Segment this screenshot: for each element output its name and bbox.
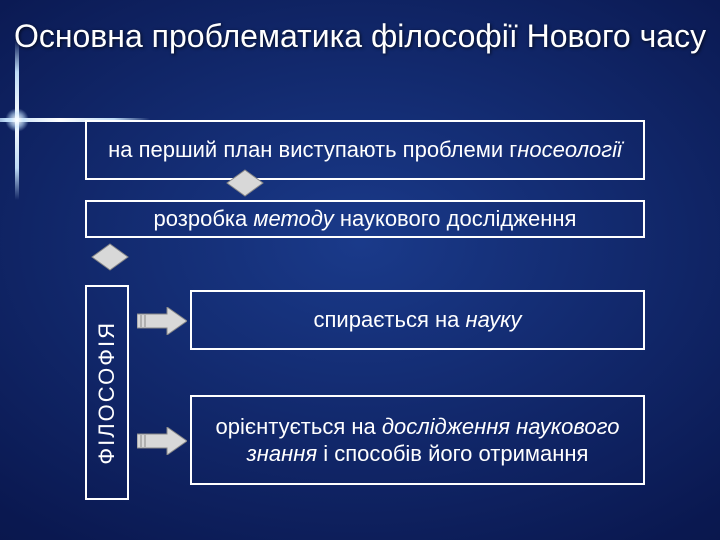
box-gnoseology-text: на перший план виступають проблеми гносе… xyxy=(108,136,622,164)
box-method-text: розробка методу наукового дослідження xyxy=(154,205,577,233)
box-method: розробка методу наукового дослідження xyxy=(85,200,645,238)
box-philosophy-text: ФІЛОСОФІЯ xyxy=(93,321,121,465)
box-gnoseology: на перший план виступають проблеми гносе… xyxy=(85,120,645,180)
arrow-connector-1 xyxy=(137,307,187,335)
diamond-connector-2 xyxy=(90,242,130,268)
box-research: орієнтується на дослідження наукового зн… xyxy=(190,395,645,485)
slide: Основна проблематика філософії Нового ча… xyxy=(0,0,720,540)
box-research-text: орієнтується на дослідження наукового зн… xyxy=(202,413,633,468)
box-science-text: спирається на науку xyxy=(314,306,522,334)
slide-title: Основна проблематика філософії Нового ча… xyxy=(0,16,720,56)
arrow-connector-2 xyxy=(137,427,187,455)
box-science: спирається на науку xyxy=(190,290,645,350)
box-philosophy: ФІЛОСОФІЯ xyxy=(85,285,129,500)
